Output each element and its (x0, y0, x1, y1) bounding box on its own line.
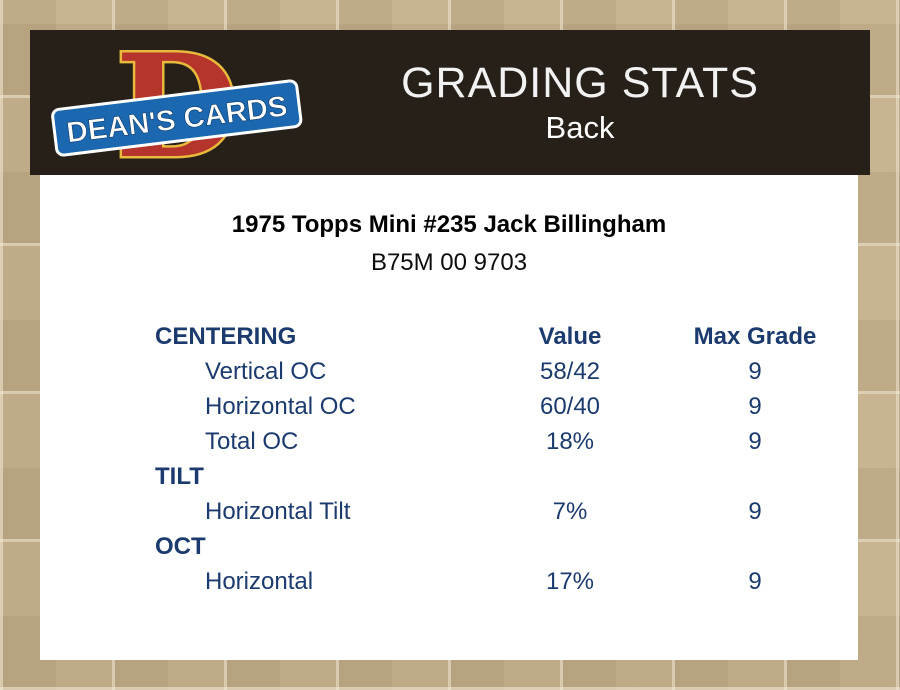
card-serial-number: B75M 00 9703 (370, 249, 528, 276)
section-header-row: OCT (155, 529, 858, 564)
table-row: Total OC 18% 9 (155, 424, 858, 459)
row-value: 18% (545, 427, 595, 455)
row-label: Vertical OC (205, 357, 327, 385)
grading-stats-table: CENTERING Value Max Grade Vertical OC 58… (40, 319, 858, 599)
row-value: 58/42 (539, 357, 601, 385)
row-label: Horizontal (205, 567, 314, 595)
row-max-grade: 9 (748, 427, 762, 455)
row-value: 60/40 (539, 392, 601, 420)
header-text: GRADING STATS Back (300, 30, 860, 175)
section-label-centering: CENTERING (155, 322, 297, 350)
row-max-grade: 9 (748, 357, 762, 385)
row-label: Horizontal Tilt (205, 497, 351, 525)
row-value: 7% (552, 497, 588, 525)
table-row: Horizontal 17% 9 (155, 564, 858, 599)
header-bar: D DEAN'S CARDS GRADING STATS Back (30, 22, 870, 193)
page-title: GRADING STATS (401, 58, 759, 107)
logo-ribbon-banner (51, 79, 303, 157)
row-max-grade: 9 (748, 497, 762, 525)
card-title: 1975 Topps Mini #235 Jack Billingham (231, 211, 667, 238)
row-label: Horizontal OC (205, 392, 356, 420)
column-header-value: Value (538, 322, 602, 350)
table-row: Horizontal OC 60/40 9 (155, 389, 858, 424)
page-subtitle: Back (545, 110, 615, 146)
row-max-grade: 9 (748, 567, 762, 595)
section-label-oct: OCT (155, 532, 206, 560)
table-row: Vertical OC 58/42 9 (155, 354, 858, 389)
table-header-row: CENTERING Value Max Grade (155, 319, 858, 354)
row-max-grade: 9 (748, 392, 762, 420)
column-header-max-grade: Max Grade (693, 322, 817, 350)
row-value: 17% (545, 567, 595, 595)
table-row: Horizontal Tilt 7% 9 (155, 494, 858, 529)
grading-stats-panel: 1975 Topps Mini #235 Jack Billingham B75… (40, 175, 858, 660)
section-label-tilt: TILT (155, 462, 204, 490)
logo-graphic: D DEAN'S CARDS (51, 22, 303, 193)
section-header-row: TILT (155, 459, 858, 494)
deans-cards-logo: D DEAN'S CARDS (50, 22, 305, 193)
row-label: Total OC (205, 427, 299, 455)
